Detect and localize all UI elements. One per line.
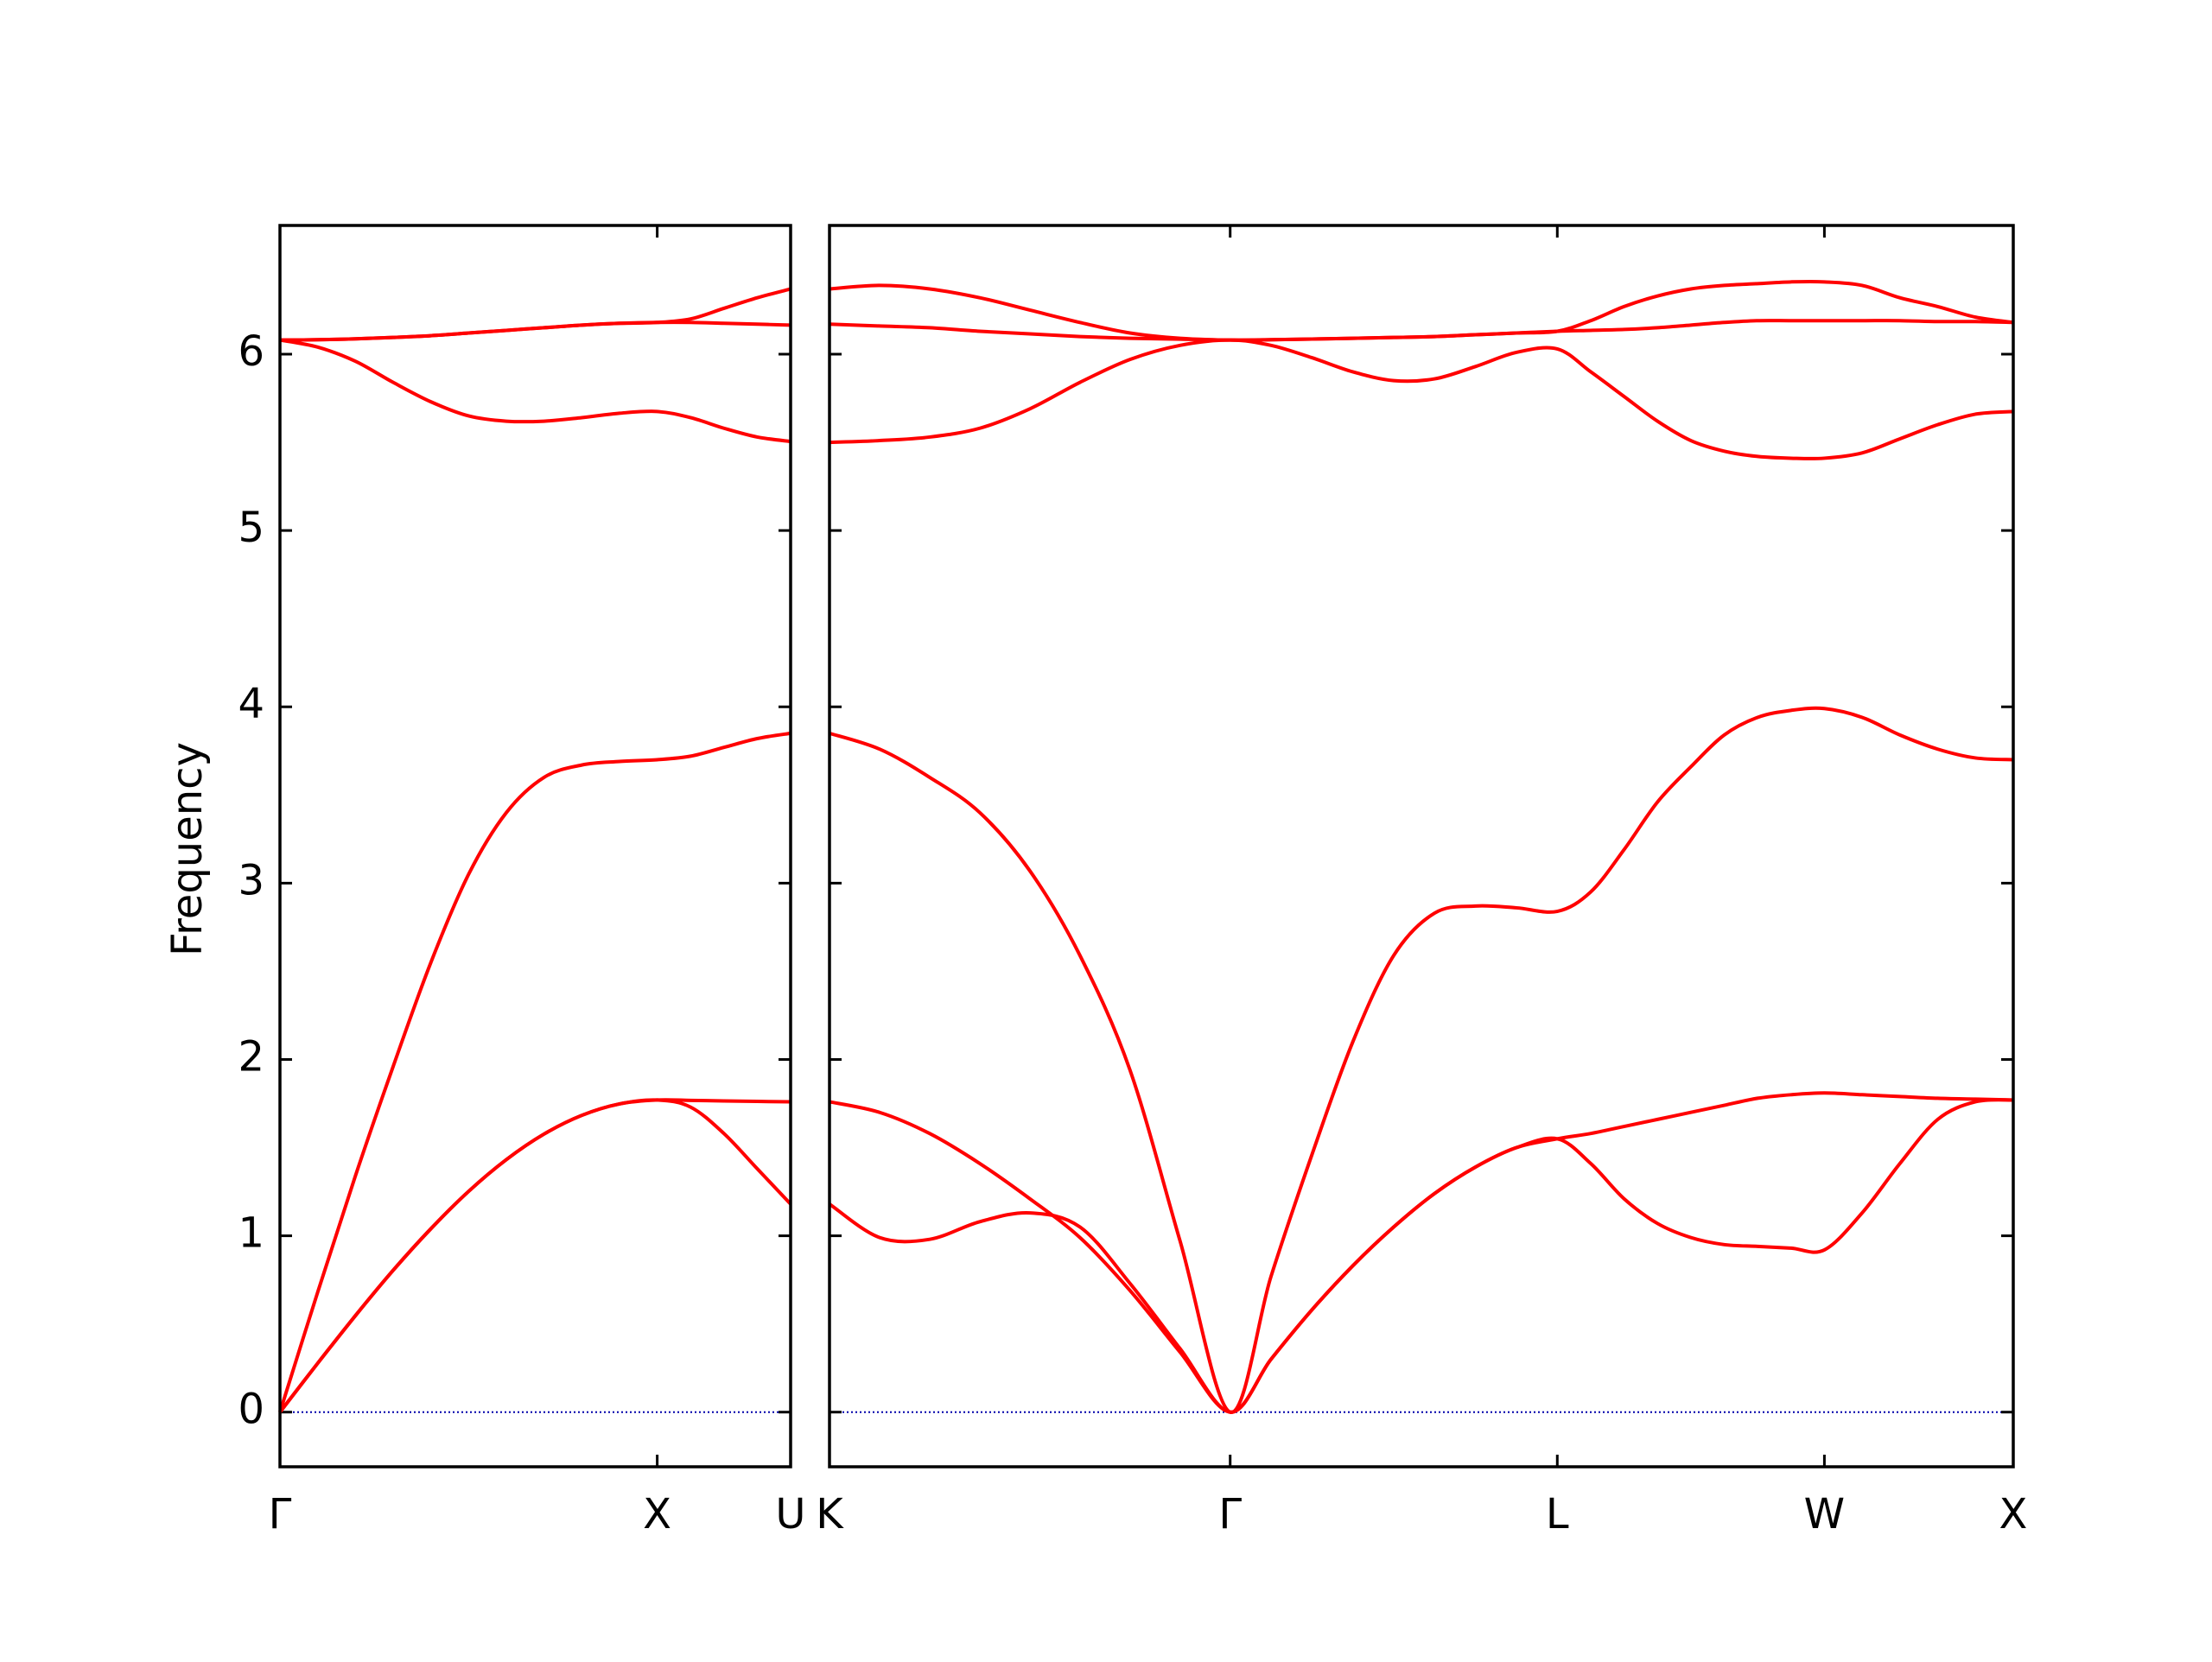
x-tick-label: X: [643, 1490, 671, 1538]
y-tick-label: 1: [238, 1209, 264, 1258]
x-tick-label: L: [1546, 1490, 1569, 1538]
band-line: [829, 706, 2014, 1414]
y-tick-label: 4: [238, 680, 264, 728]
x-tick-label: Γ: [1218, 1490, 1242, 1538]
band-line: [829, 1091, 2014, 1414]
y-tick-label: 0: [238, 1386, 264, 1434]
y-tick-label: 6: [238, 327, 264, 376]
band-line: [278, 1098, 791, 1413]
y-tick-label: 3: [238, 856, 264, 904]
band-line: [279, 287, 791, 342]
x-tick-label: X: [1999, 1490, 2028, 1538]
band-line: [829, 338, 2014, 460]
x-tick-label: U: [775, 1490, 805, 1538]
axes-frame: [278, 224, 792, 1469]
y-tick-label: 2: [238, 1032, 264, 1081]
band-line: [828, 1098, 2014, 1414]
axes-frame: [828, 224, 2015, 1469]
x-tick-label: Γ: [269, 1490, 292, 1538]
band-line: [279, 338, 791, 444]
x-tick-label: K: [816, 1490, 844, 1538]
y-tick-label: 5: [238, 504, 264, 552]
x-tick-label: W: [1804, 1490, 1845, 1538]
band-line: [829, 279, 2014, 342]
y-axis-label: Frequency: [163, 742, 212, 956]
band-line: [278, 731, 791, 1413]
band-line: [278, 1098, 792, 1413]
